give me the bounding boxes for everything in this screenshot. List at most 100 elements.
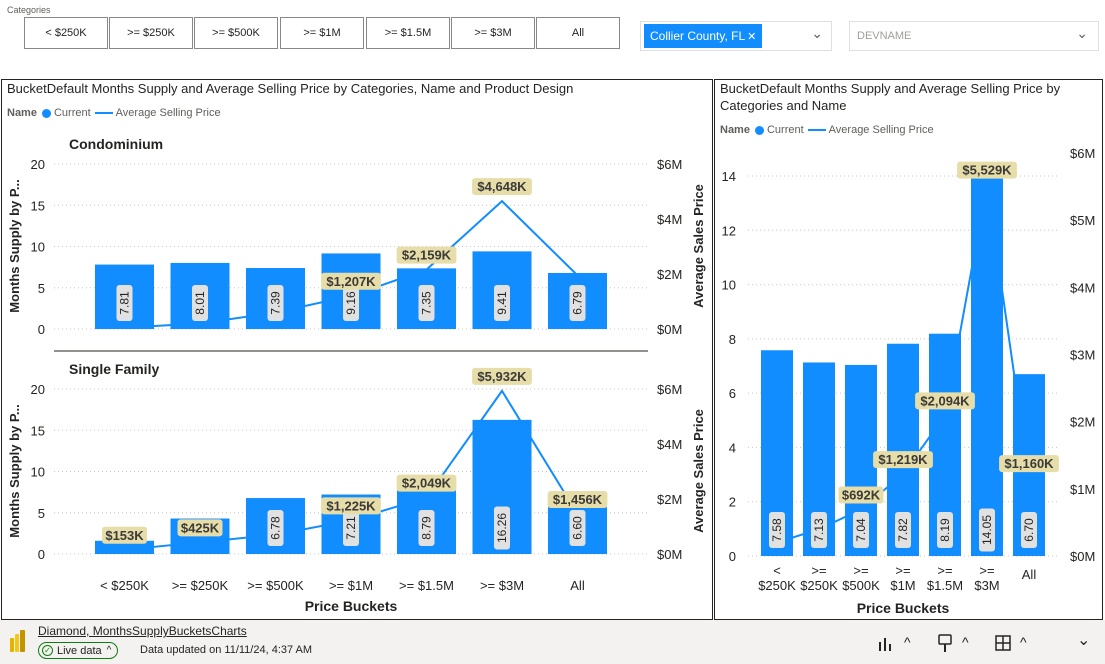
county-chip[interactable]: Collier County, FL ✕	[644, 24, 763, 48]
tile-3m[interactable]: >= $3M	[451, 17, 535, 49]
tile-1-5m[interactable]: >= $1.5M	[366, 17, 450, 49]
live-data-pill[interactable]: ✓ Live data ^	[38, 642, 119, 659]
left-x-axis-title: Price Buckets	[305, 598, 398, 614]
y-tick-right-label: $2M	[657, 492, 682, 507]
chevron-up-icon[interactable]: ^	[904, 634, 911, 650]
avg-legend-line-icon	[807, 129, 826, 131]
x-tick-label: >=	[811, 563, 826, 578]
bar-value-label-bg	[979, 508, 995, 552]
y-tick-left-label: 12	[722, 223, 736, 238]
line-value-label: $1,456K	[553, 492, 603, 507]
y-tick-right-label: $0M	[1070, 549, 1095, 564]
line-value-label-bg	[321, 272, 381, 290]
bar-value-label-bg	[192, 285, 208, 321]
line-value-label: $2,049K	[402, 476, 452, 491]
legend-name-label: Name	[7, 107, 37, 119]
y-tick-left-label: 10	[31, 240, 45, 255]
bar-value-label: 8.19	[938, 518, 952, 542]
chevron-up-icon[interactable]: ^	[1020, 634, 1027, 650]
y-tick-left-label: 6	[729, 386, 736, 401]
line-value-label-bg	[396, 246, 457, 264]
x-tick-label: $3M	[974, 578, 999, 593]
layout-grid-icon[interactable]	[995, 635, 1013, 653]
legend-current[interactable]: Current	[766, 124, 804, 136]
tile-250k[interactable]: >= $250K	[109, 17, 193, 49]
line-value-label-bg	[102, 526, 147, 544]
bar-value-label-bg	[1021, 512, 1037, 548]
y-tick-left-label: 20	[31, 157, 45, 172]
y-tick-right-label: $4M	[1070, 280, 1095, 295]
line-value-label-bg	[999, 455, 1059, 473]
chevron-up-icon[interactable]: ^	[962, 634, 969, 650]
right-visual-container[interactable]	[714, 79, 1103, 620]
bar-value-label-bg	[769, 512, 785, 548]
panel-title-single-family: Single Family	[69, 361, 159, 377]
right-chart[interactable]: 0 2 4 6 8 10 12 14 $0M $1M $2M $3M $4M $5M $6M 7.58 7.13…	[722, 146, 1096, 593]
bar-value-label-bg	[853, 512, 869, 548]
y-tick-left-label: 4	[729, 440, 736, 455]
line-value-label: $1,160K	[1004, 456, 1054, 471]
y-tick-right-label: $6M	[657, 157, 682, 172]
y-tick-left-label: 5	[38, 281, 45, 296]
devname-dropdown[interactable]: DEVNAME ⌄	[849, 21, 1099, 51]
line-value-label: $425K	[181, 520, 220, 535]
report-name-link[interactable]: Diamond, MonthsSupplyBucketsCharts	[38, 624, 247, 638]
single-family-chart[interactable]: 0 5 10 15 20 $0M $2M $4M $6M 6.78 7.21 8.79 16.26 6.6…	[31, 367, 683, 593]
legend-avg-price[interactable]: Average Selling Price	[115, 107, 221, 119]
tile-under-250k[interactable]: < $250K	[24, 17, 108, 49]
close-icon[interactable]: ✕	[747, 30, 757, 43]
line-value-label: $5,529K	[962, 163, 1012, 178]
bar-value-label: 6.79	[571, 291, 585, 315]
right-y-axis-label-sf: Average Sales Price	[691, 409, 706, 533]
line-value-label: $692K	[842, 488, 881, 503]
bar-value-label-bg	[494, 506, 510, 550]
tile-all[interactable]: All	[536, 17, 620, 49]
x-tick-label: $1M	[890, 578, 915, 593]
bar-value-label: 7.35	[420, 291, 434, 315]
left-y-axis-label-condo: Months Supply by P...	[7, 179, 22, 312]
county-dropdown[interactable]: Collier County, FL ✕ ⌄	[640, 21, 832, 51]
bar-value-label: 7.58	[770, 518, 784, 542]
bar-value-label: 6.78	[269, 516, 283, 540]
y-tick-left-label: 15	[31, 198, 45, 213]
y-tick-left-label: 2	[729, 495, 736, 510]
chevron-down-icon[interactable]: ⌄	[811, 25, 823, 41]
bar-value-label-bg	[937, 512, 953, 548]
live-data-label: Live data	[57, 644, 102, 657]
line-value-label: $1,207K	[326, 274, 376, 289]
condominium-chart[interactable]: 0 5 10 15 20 $0M $2M $4M $6M 7.81 8.01 7.39 9.16 7.35…	[31, 157, 683, 337]
y-tick-right-label: $6M	[657, 382, 682, 397]
line-value-label: $4,648K	[477, 179, 527, 194]
x-tick-label: >= $1M	[329, 578, 373, 593]
bar-value-label-bg	[343, 510, 359, 546]
line-value-label: $153K	[105, 528, 144, 543]
visual-insights-icon[interactable]	[877, 636, 895, 652]
bar-value-label-bg	[811, 512, 827, 548]
x-tick-label: >=	[979, 563, 994, 578]
y-tick-left-label: 14	[722, 169, 736, 184]
bar-current[interactable]	[95, 540, 154, 554]
x-tick-label: >=	[895, 563, 910, 578]
y-tick-left-label: 20	[31, 382, 45, 397]
x-tick-label: All	[1022, 567, 1037, 582]
chevron-down-icon[interactable]: ⌄	[1076, 25, 1088, 41]
bar-value-label-bg	[569, 285, 586, 321]
legend-avg-price[interactable]: Average Selling Price	[828, 124, 934, 136]
line-value-label: $1,225K	[326, 498, 376, 513]
legend-current[interactable]: Current	[53, 107, 91, 119]
line-value-label-bg	[547, 490, 608, 508]
chevron-down-icon[interactable]: ⌄	[1077, 632, 1091, 649]
tile-1m[interactable]: >= $1M	[280, 17, 364, 49]
paint-brush-icon[interactable]	[937, 634, 953, 654]
y-tick-left-label: 10	[31, 465, 45, 480]
left-legend: Name Current Average Selling Price	[7, 107, 221, 119]
panel-title-condominium: Condominium	[69, 136, 163, 152]
check-circle-icon: ✓	[42, 645, 53, 656]
tile-500k[interactable]: >= $500K	[194, 17, 278, 49]
x-tick-label: >= $500K	[247, 578, 304, 593]
bar-value-label: 7.81	[118, 291, 132, 315]
county-chip-label: Collier County, FL	[650, 29, 746, 43]
line-value-label-bg	[321, 497, 381, 515]
avg-legend-line-icon	[94, 112, 113, 114]
legend-name-label: Name	[720, 124, 750, 136]
